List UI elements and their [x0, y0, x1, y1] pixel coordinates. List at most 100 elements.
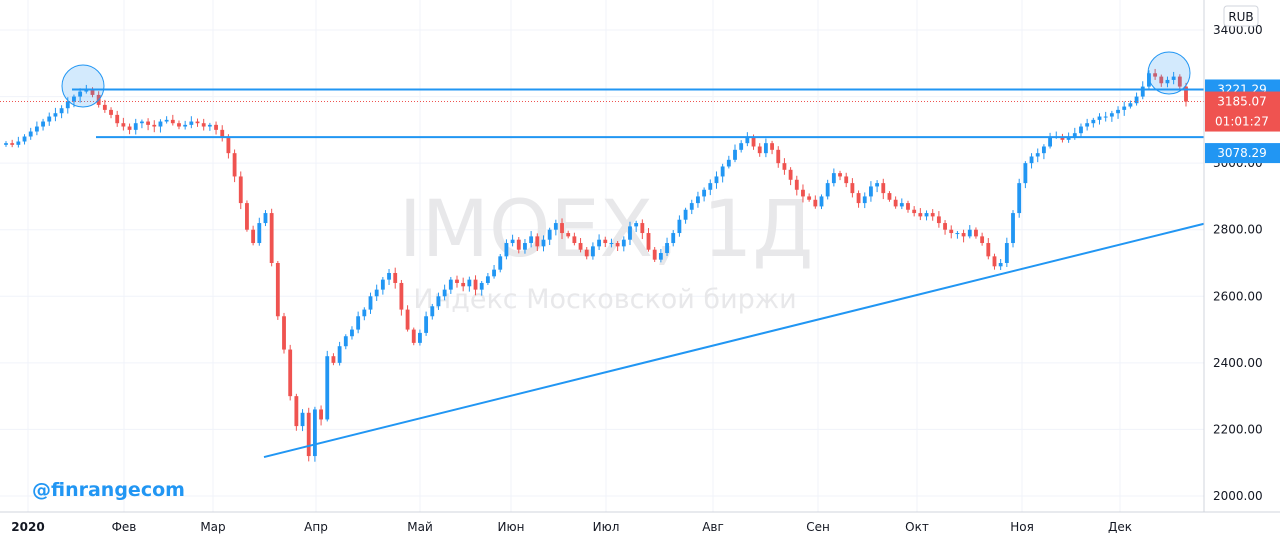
candle-body [238, 176, 243, 204]
candle-body [541, 239, 546, 247]
candle-body [807, 196, 812, 200]
candle-body [102, 104, 107, 110]
candle [998, 259, 1003, 270]
candle-body [140, 121, 144, 124]
candle-body [1171, 76, 1176, 80]
candle-body [53, 113, 58, 117]
candle [288, 344, 293, 401]
candle [1134, 92, 1139, 106]
time-tick-label: Ноя [1010, 520, 1034, 534]
candle-body [609, 243, 614, 245]
highlight-circle-right[interactable] [1147, 51, 1191, 95]
candle [1029, 153, 1034, 169]
candle [850, 178, 855, 198]
candle [788, 167, 793, 186]
candle [869, 181, 873, 202]
candle [461, 277, 466, 292]
candle [634, 220, 639, 233]
candle [590, 242, 595, 260]
candle [380, 276, 385, 295]
candle-body [924, 213, 929, 217]
candle [924, 210, 929, 221]
candle-body [603, 239, 608, 244]
candle-body [485, 276, 490, 283]
candle [535, 233, 540, 252]
time-tick-label: Апр [304, 520, 328, 534]
candle [739, 140, 744, 153]
candles-layer [4, 68, 1188, 462]
candle [28, 127, 33, 140]
candle-body [628, 226, 632, 240]
trend-line[interactable] [263, 222, 1205, 459]
candle-body [319, 409, 323, 420]
candle [603, 236, 608, 248]
candle-body [1091, 119, 1096, 124]
price-tick-label: 2400.00 [1213, 356, 1263, 370]
drawings-layer[interactable] [61, 51, 1205, 459]
highlight-circle-left[interactable] [61, 64, 105, 108]
candle-body [696, 196, 700, 204]
watermark-symbol: IMOEX, 1Д [399, 185, 814, 275]
candle-body [121, 123, 126, 127]
candle [906, 200, 910, 213]
candle [374, 284, 379, 301]
candle [257, 217, 262, 246]
candle-body [1128, 103, 1133, 107]
currency-label: RUB [1228, 10, 1253, 24]
candle-body [65, 101, 70, 109]
candle [844, 172, 849, 188]
candle-body [535, 236, 540, 247]
candle [146, 118, 151, 131]
candle-body [207, 124, 212, 127]
candle-body [831, 173, 836, 184]
candle [47, 112, 52, 126]
time-scale[interactable]: 2020 Фев Мар Апр Май Июн Июл Авг Сен Окт Ноя Дек [0, 511, 1280, 546]
candle [1184, 82, 1188, 107]
candle-body [597, 239, 602, 247]
candle-body [1029, 156, 1034, 164]
candle [646, 228, 651, 252]
candle-body [343, 336, 348, 347]
candle-body [59, 108, 64, 114]
candle-body [801, 189, 805, 197]
candle-body [90, 89, 95, 95]
candle-body [794, 179, 799, 190]
candle [671, 230, 676, 247]
candle [356, 311, 361, 334]
candle [1035, 148, 1040, 163]
candle-body [788, 169, 793, 180]
candle [158, 119, 163, 133]
candle-body [998, 263, 1003, 267]
candle-body [387, 272, 391, 280]
candle-body [770, 143, 774, 150]
candle-body [177, 123, 181, 127]
candle-body [257, 223, 262, 244]
candle-body [269, 213, 274, 263]
candle [899, 198, 904, 210]
candle [1085, 118, 1090, 131]
candle-body [1048, 136, 1052, 147]
candle [220, 125, 225, 142]
candle-body [578, 243, 583, 250]
candle-body [782, 163, 787, 170]
candle-body [566, 233, 571, 237]
price-scale[interactable]: 2000.002200.002400.002600.002800.003000.… [1203, 0, 1280, 512]
candle [4, 141, 8, 147]
year-label: 2020 [11, 520, 44, 534]
candle [251, 225, 256, 246]
candle [862, 192, 867, 209]
candle-body [492, 269, 496, 277]
candle [226, 134, 231, 159]
time-scale-background [0, 512, 1280, 546]
candle [720, 163, 725, 183]
candle [245, 200, 249, 232]
candle [794, 175, 799, 196]
candle [467, 276, 472, 292]
candle [986, 238, 991, 260]
candle-body [84, 89, 89, 92]
candle-body [745, 136, 750, 144]
currency-badge[interactable] [1223, 5, 1259, 27]
candle-body [1165, 79, 1170, 84]
candle-body [658, 253, 663, 260]
